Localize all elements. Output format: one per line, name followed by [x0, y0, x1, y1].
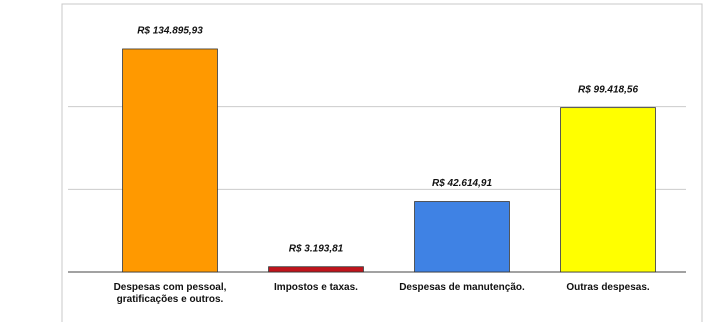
bar	[268, 266, 364, 273]
value-label: R$ 42.614,91	[432, 178, 492, 189]
x-tick-label: Despesas com pessoal, gratificações e ou…	[113, 282, 227, 305]
value-label: R$ 3.193,81	[289, 243, 344, 254]
value-label: R$ 134.895,93	[137, 26, 203, 37]
x-tick-label: Despesas de manutenção.	[399, 282, 525, 293]
x-tick-label: Outras despesas.	[566, 282, 650, 293]
bar	[560, 107, 656, 273]
value-label: R$ 99.418,56	[578, 84, 638, 95]
x-tick-label: Impostos e taxas.	[274, 282, 358, 293]
bar	[122, 48, 218, 273]
bar	[414, 201, 510, 273]
